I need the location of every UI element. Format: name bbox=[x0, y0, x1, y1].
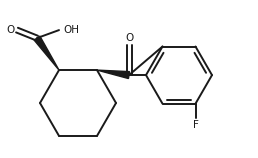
Text: O: O bbox=[6, 25, 14, 35]
Text: F: F bbox=[192, 120, 198, 130]
Polygon shape bbox=[34, 36, 59, 70]
Text: OH: OH bbox=[63, 25, 79, 35]
Text: O: O bbox=[125, 33, 133, 43]
Polygon shape bbox=[97, 70, 130, 79]
